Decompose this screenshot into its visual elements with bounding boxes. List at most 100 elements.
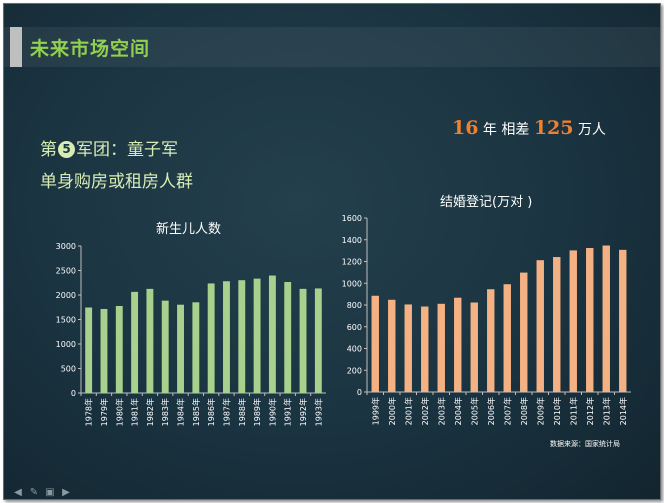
births-bar: [131, 291, 139, 393]
marriages-bar: [503, 284, 511, 392]
marriages-x-tick-label: 2007年: [502, 397, 512, 425]
births-y-tick-label: 2000: [56, 291, 76, 300]
marriages-x-tick-label: 2010年: [552, 397, 562, 425]
births-bar: [299, 288, 307, 393]
heading-line-1: 第 5 军团：童子军: [40, 135, 178, 160]
births-bar: [314, 288, 322, 393]
marriages-x-tick-label: 1999年: [370, 397, 380, 425]
diff-amount: 125: [533, 117, 574, 139]
births-bar: [238, 280, 246, 393]
births-bar: [207, 283, 215, 393]
title-accent-bar: [10, 27, 22, 67]
page-title: 未来市场空间: [30, 38, 151, 60]
slide: 未来市场空间 第 5 军团：童子军 单身购房或租房人群 16 年 相差 125 万人…: [4, 4, 660, 499]
marriages-bar: [404, 304, 412, 392]
marriages-y-tick-label: 400: [347, 345, 362, 354]
slide-frame: 未来市场空间 第 5 军团：童子军 单身购房或租房人群 16 年 相差 125 万人…: [3, 3, 661, 500]
marriages-bar: [437, 303, 445, 392]
marriages-y-tick-label: 1000: [342, 279, 362, 288]
births-x-tick-label: 1980年: [114, 398, 124, 426]
diff-unit-2: 万人: [577, 122, 606, 138]
difference-callout: 16 年 相差 125 万人: [452, 117, 606, 139]
pen-icon[interactable]: ✎: [29, 487, 39, 498]
births-x-tick-label: 1978年: [84, 398, 94, 426]
title-bar: [4, 27, 660, 67]
arrow-right-icon[interactable]: ▶: [62, 487, 70, 498]
marriages-x-tick-label: 2005年: [469, 397, 479, 425]
marriages-bar: [586, 248, 594, 392]
births-bar: [115, 305, 123, 393]
marriages-x-tick-label: 2002年: [420, 397, 430, 425]
marriages-x-tick-label: 2011年: [568, 397, 578, 425]
births-x-tick-label: 1985年: [191, 398, 201, 426]
births-bar: [253, 278, 261, 393]
births-bar: [284, 282, 292, 393]
circled-number: 5: [58, 141, 75, 158]
births-chart-title: 新生儿人数: [156, 222, 222, 237]
births-x-tick-label: 1979年: [99, 398, 109, 426]
marriages-y-tick-label: 1200: [342, 258, 362, 267]
marriages-x-tick-label: 2006年: [486, 397, 496, 425]
marriages-y-tick-label: 1600: [342, 214, 362, 223]
marriages-y-tick-label: 800: [347, 301, 362, 310]
births-x-tick-label: 1993年: [313, 398, 323, 426]
births-bar: [268, 275, 276, 393]
marriages-bar: [553, 257, 561, 392]
births-y-tick-label: 2500: [56, 267, 76, 276]
marriages-x-tick-label: 2004年: [453, 397, 463, 425]
births-x-tick-label: 1990年: [267, 398, 277, 426]
heading-suffix: 军团：童子军: [76, 140, 178, 160]
births-x-tick-label: 1986年: [206, 398, 216, 426]
marriages-bar: [602, 245, 610, 392]
marriages-bar: [371, 295, 379, 392]
marriages-bar: [421, 306, 429, 392]
births-bar: [177, 304, 184, 393]
births-x-tick-label: 1991年: [283, 398, 293, 426]
marriages-x-tick-label: 2014年: [618, 397, 628, 425]
diff-years: 16: [452, 117, 479, 139]
births-bar: [100, 308, 108, 393]
heading-line-2: 单身购房或租房人群: [40, 172, 193, 192]
marriages-y-tick-label: 0: [357, 388, 362, 397]
births-bar: [146, 288, 154, 393]
births-bar: [192, 302, 200, 393]
marriages-y-tick-label: 600: [347, 323, 362, 332]
marriages-x-tick-label: 2013年: [601, 397, 611, 425]
births-x-tick-label: 1983年: [160, 398, 170, 426]
births-y-tick-label: 1500: [56, 316, 76, 325]
births-x-tick-label: 1988年: [237, 398, 247, 426]
marriages-bar: [569, 250, 577, 392]
births-y-tick-label: 1000: [56, 340, 76, 349]
screen-icon[interactable]: ▣: [45, 487, 55, 498]
births-x-tick-label: 1981年: [130, 398, 140, 426]
marriages-y-tick-label: 200: [347, 366, 362, 375]
marriages-bar: [619, 249, 627, 392]
births-y-tick-label: 500: [61, 365, 76, 374]
marriages-y-tick-label: 1400: [342, 236, 362, 245]
births-x-tick-label: 1982年: [145, 398, 155, 426]
slide-nav: ◀ ✎ ▣ ▶: [12, 480, 92, 498]
marriages-bar: [520, 272, 528, 392]
births-y-tick-label: 0: [71, 389, 76, 398]
heading-prefix: 第: [40, 140, 57, 160]
marriages-bar: [454, 297, 462, 392]
marriages-bar: [470, 302, 478, 392]
arrow-left-icon[interactable]: ◀: [14, 487, 22, 498]
marriages-x-tick-label: 2012年: [585, 397, 595, 425]
births-bar: [85, 307, 93, 393]
marriages-x-tick-label: 2001年: [403, 397, 413, 425]
births-y-tick-label: 3000: [56, 242, 76, 251]
data-source: 数据来源：国家统计局: [550, 440, 620, 448]
marriages-x-tick-label: 2008年: [519, 397, 529, 425]
marriages-bar: [388, 299, 396, 392]
births-bar: [223, 281, 230, 393]
marriages-x-tick-label: 2000年: [387, 397, 397, 425]
births-x-tick-label: 1989年: [252, 398, 262, 426]
births-x-tick-label: 1987年: [221, 398, 231, 426]
births-bar: [161, 300, 169, 393]
births-x-tick-label: 1984年: [176, 398, 186, 426]
marriages-bar: [536, 260, 544, 392]
marriages-x-tick-label: 2009年: [535, 397, 545, 425]
births-x-tick-label: 1992年: [298, 398, 308, 426]
